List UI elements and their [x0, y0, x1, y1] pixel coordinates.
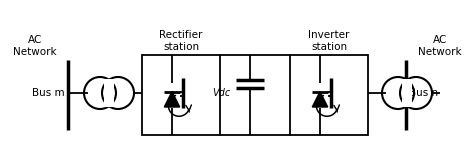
Bar — [402, 79, 412, 107]
Polygon shape — [312, 92, 328, 107]
Polygon shape — [164, 92, 180, 107]
Bar — [142, 55, 220, 135]
Text: Bus m: Bus m — [32, 88, 65, 98]
Text: Rectifier
station: Rectifier station — [159, 30, 203, 52]
Text: Vdc: Vdc — [212, 88, 230, 98]
Text: Bus n: Bus n — [409, 88, 438, 98]
Text: AC
Network: AC Network — [13, 35, 57, 57]
Text: AC
Network: AC Network — [418, 35, 462, 57]
Text: Inverter
station: Inverter station — [308, 30, 350, 52]
Bar — [104, 79, 114, 107]
Bar — [290, 55, 368, 135]
